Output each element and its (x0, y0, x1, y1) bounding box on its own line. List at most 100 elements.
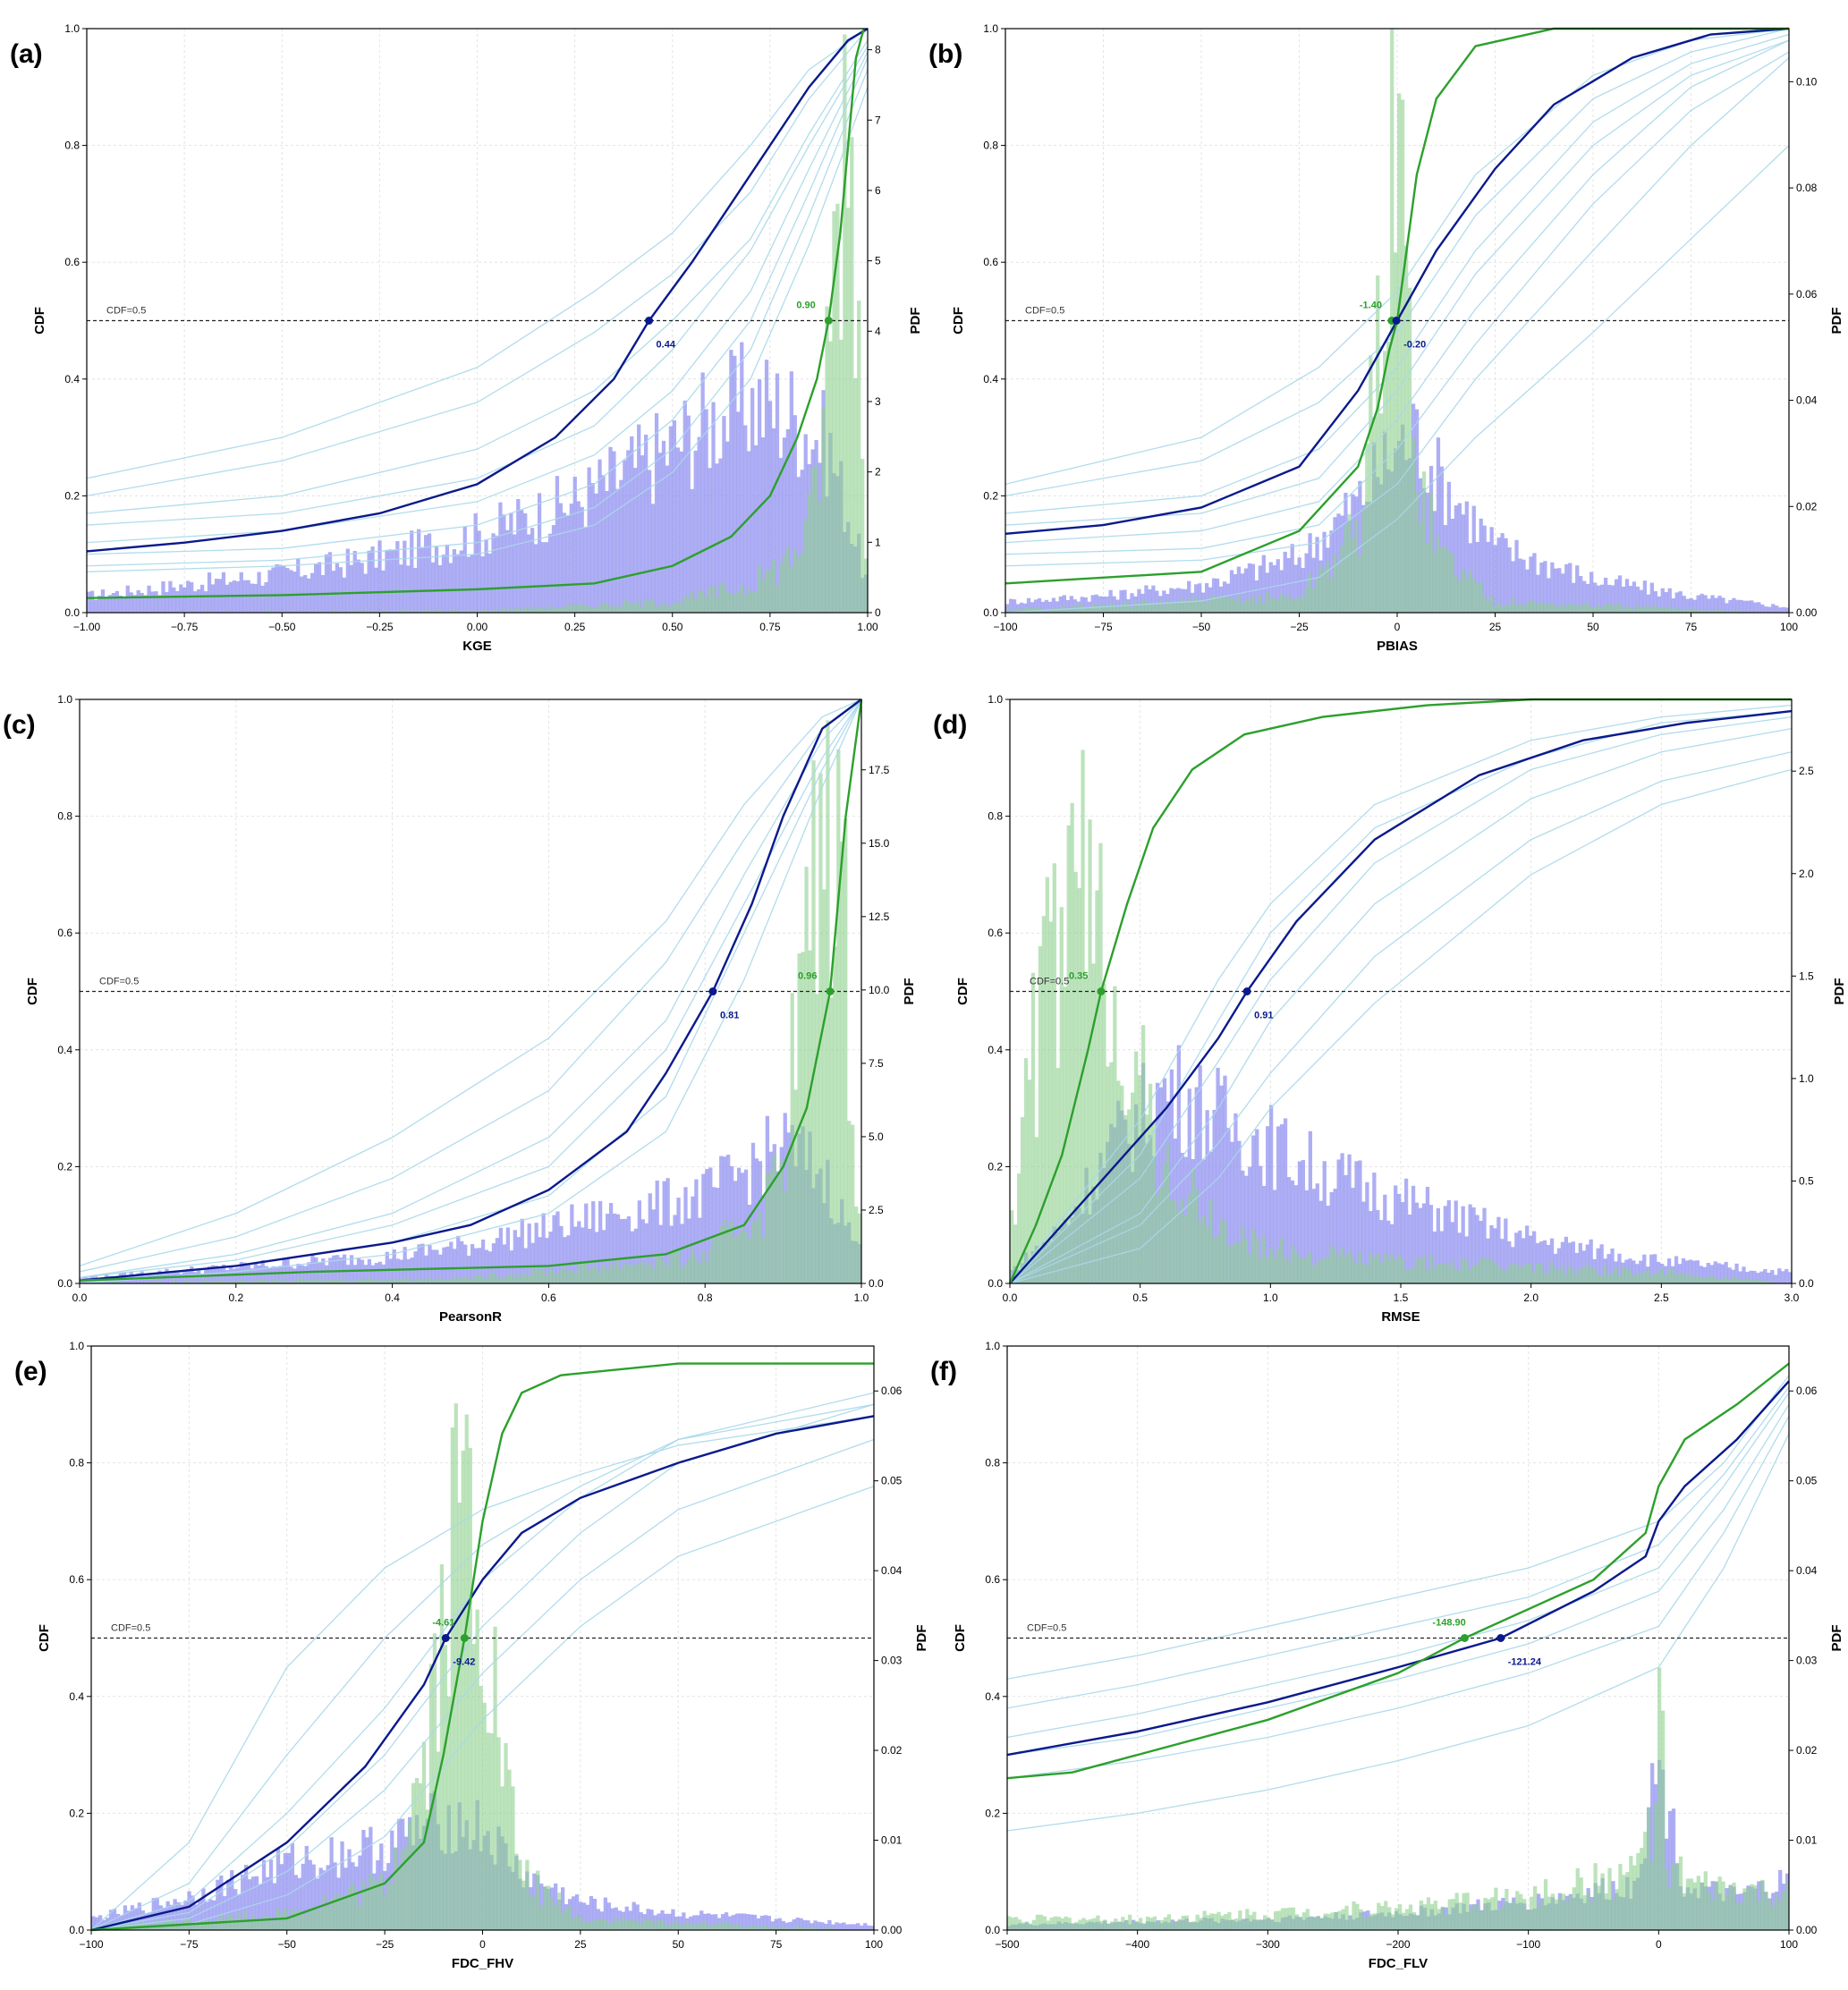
x-tick-label: 0.5 (1132, 1291, 1148, 1304)
pdf-bar-blue (637, 1200, 641, 1283)
pdf-bar-green (592, 1919, 598, 1930)
pdf-bar-green (480, 609, 485, 613)
pdf-bar-blue (697, 436, 701, 613)
pdf-bar-blue (505, 529, 510, 613)
pdf-bar-green (583, 605, 588, 613)
pdf-bar-green (322, 1895, 326, 1930)
pdf-bar-green (286, 1918, 292, 1930)
pdf-bar-green (1617, 604, 1623, 613)
pdf-bar-blue (513, 534, 517, 613)
pdf-bar-blue (724, 1912, 729, 1930)
pdf-bar-green (647, 600, 652, 613)
pdf-bar-blue (590, 483, 595, 613)
pdf-bar-green (1542, 1274, 1547, 1283)
pdf-bar-green (1073, 871, 1078, 1283)
pdf-bar-blue (1069, 596, 1073, 613)
pdf-bar-green (482, 1702, 487, 1930)
pdf-bar-green (289, 1281, 293, 1283)
pdf-bar-green (1664, 606, 1668, 613)
pdf-bar-green (225, 610, 230, 613)
pdf-bar-green (1617, 1274, 1622, 1283)
pdf-bar-green (345, 610, 350, 613)
pdf-bar-green (258, 1919, 263, 1930)
pdf-bar-blue (598, 1200, 603, 1283)
pdf-bar-blue (268, 1859, 274, 1930)
pdf-bar-green (1436, 535, 1441, 613)
cdf-line-light (1005, 39, 1790, 544)
pdf-bar-green (683, 1264, 688, 1283)
pdf-bar-green (1361, 1263, 1366, 1283)
pdf-bar-green (1606, 604, 1612, 613)
pdf-bar-green (1053, 1916, 1057, 1930)
pdf-bar-blue (752, 1914, 758, 1930)
pdf-bar-blue (1471, 505, 1476, 613)
pdf-bar-green (1117, 1921, 1122, 1930)
pdf-bar-blue (733, 1181, 738, 1283)
pdf-bar-green (821, 407, 826, 613)
pdf-bar-green (850, 137, 854, 613)
pdf-bar-green (1546, 1272, 1551, 1283)
pdf-bar-green (1180, 1198, 1184, 1283)
pdf-bar-blue (705, 1169, 709, 1283)
pdf-bar-green (711, 586, 716, 613)
y2-tick-label: 0 (875, 606, 881, 619)
pdf-bar-green (810, 1926, 814, 1930)
pdf-bar-blue (327, 552, 333, 613)
pdf-bar-blue (533, 544, 538, 613)
x-tick-label: 75 (1685, 621, 1698, 633)
pdf-bar-green (1439, 1263, 1444, 1283)
pdf-bar-blue (661, 440, 666, 613)
pdf-bar-green (674, 1920, 679, 1930)
pdf-bar-green (1432, 1267, 1437, 1283)
y2-tick-label: 12.5 (869, 910, 890, 923)
pdf-bar-green (1629, 1856, 1633, 1930)
pdf-bar-green (1094, 604, 1098, 613)
pdf-bar-green (1575, 606, 1580, 613)
pdf-bar-green (214, 1281, 219, 1283)
pdf-bar-blue (1621, 586, 1626, 613)
pdf-bar-blue (1144, 585, 1149, 613)
pdf-bar-green (633, 1265, 639, 1283)
pdf-bar-blue (1750, 600, 1754, 613)
pdf-bar-green (1240, 604, 1245, 613)
pdf-bar-blue (1033, 599, 1038, 613)
pdf-bar-green (1045, 876, 1049, 1283)
pdf-bar-green (1234, 1918, 1239, 1930)
pdf-bar-green (1286, 594, 1291, 613)
pdf-bar-green (565, 605, 570, 613)
cdf-line-light (1005, 33, 1790, 514)
pdf-bar-green (1316, 1916, 1320, 1930)
pdf-bar-blue (1720, 1264, 1725, 1283)
pdf-bar-blue (285, 1258, 290, 1283)
pdf-bar-green (831, 1928, 835, 1930)
pdf-bar-green (352, 610, 357, 613)
pdf-bar-blue (1248, 1166, 1252, 1283)
pdf-bar-green (1778, 1901, 1783, 1930)
pdf-bar-blue (122, 597, 126, 613)
pdf-bar-green (1443, 546, 1448, 613)
pdf-bar-blue (225, 1270, 230, 1283)
pdf-bar-green (1759, 1280, 1764, 1283)
pdf-bar-green (502, 1278, 507, 1283)
pdf-bar-blue (162, 1907, 166, 1930)
pdf-bar-blue (1763, 1268, 1767, 1283)
pdf-bar-green (385, 1280, 389, 1283)
pdf-bar-green (1483, 1897, 1488, 1930)
pdf-bar-green (310, 1278, 315, 1283)
pdf-bar-blue (1407, 1214, 1412, 1283)
pdf-bar-green (559, 1269, 564, 1283)
pdf-bar-green (1403, 245, 1409, 613)
pdf-bar-green (1276, 1249, 1281, 1283)
median-label-green: -148.90 (1432, 1618, 1465, 1629)
pdf-bar-green (242, 1281, 248, 1283)
pdf-bar-blue (143, 595, 148, 613)
median-point-green (824, 317, 833, 325)
pdf-bar-green (598, 605, 602, 613)
pdf-bar-green (603, 1918, 608, 1930)
pdf-bar-blue (1560, 1241, 1565, 1283)
pdf-bar-green (403, 610, 407, 613)
pdf-bar-green (1422, 1904, 1428, 1930)
pdf-bar-green (776, 1177, 780, 1283)
panel-label: (f) (930, 1357, 957, 1386)
pdf-bar-green (1223, 1221, 1227, 1283)
